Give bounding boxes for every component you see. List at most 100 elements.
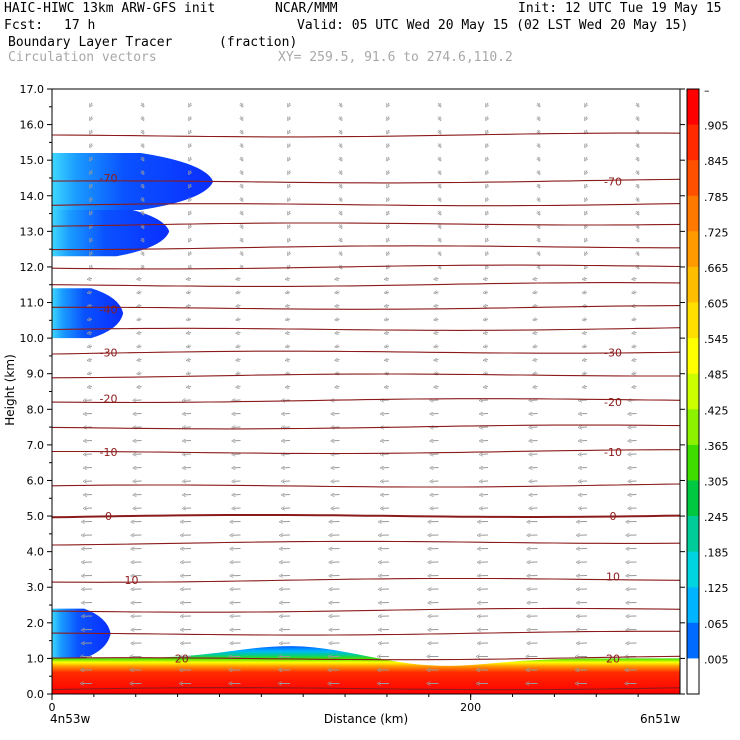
circulation-vector (439, 183, 441, 187)
circulation-vector (538, 129, 540, 133)
colorbar-swatch (687, 587, 699, 624)
circulation-vector (289, 170, 291, 174)
y-tick-label: 3.0 (27, 581, 45, 594)
circulation-vector (436, 279, 439, 280)
circulation-vector (241, 237, 243, 241)
circulation-vector (538, 251, 540, 255)
colorbar-swatch (687, 266, 699, 304)
x-tick-label: 0 (49, 701, 56, 714)
circulation-vector (388, 116, 390, 120)
temperature-contour-line (51, 282, 681, 287)
circulation-vector (436, 292, 439, 293)
circulation-vector (337, 346, 340, 347)
circulation-vector (538, 143, 540, 147)
circulation-vector (89, 319, 93, 320)
temperature-contour-line (52, 245, 680, 251)
circulation-vector (241, 251, 243, 255)
forecast-label: Fcst: (4, 18, 44, 33)
circulation-vector (586, 183, 588, 187)
organization: NCAR/MMM (275, 1, 338, 16)
temperature-contour-line (51, 577, 681, 583)
temperature-contour-line (51, 132, 681, 138)
y-tick-label: 7.0 (27, 439, 45, 452)
circulation-vector (388, 197, 390, 201)
circulation-vector (634, 346, 637, 347)
contour-label: 20 (606, 652, 620, 665)
forecast-hour: 17 h (64, 18, 96, 33)
circulation-vector (487, 102, 489, 106)
circulation-vector (436, 306, 439, 307)
circulation-vector (439, 116, 441, 120)
circulation-vector (388, 210, 390, 214)
colorbar-label: .725 (704, 226, 729, 239)
circulation-vector (340, 102, 342, 106)
circulation-vector (142, 183, 144, 187)
circulation-vector (337, 387, 340, 388)
circulation-vector (188, 387, 192, 388)
contour-label: -10 (100, 446, 118, 459)
circulation-vector (91, 237, 93, 241)
circulation-vector (139, 346, 142, 347)
circulation-vector (190, 237, 192, 241)
colorbar-label: .545 (704, 333, 729, 346)
circulation-vector (634, 319, 637, 320)
circulation-vector (289, 237, 291, 241)
circulation-vector (139, 292, 142, 293)
circulation-vector (340, 210, 342, 214)
contour-label: 0 (610, 510, 617, 523)
circulation-vector (289, 251, 291, 255)
y-tick-label: 0.0 (27, 688, 45, 701)
y-tick-label: 5.0 (27, 510, 45, 523)
circulation-vector (289, 116, 291, 120)
colorbar-label: .365 (704, 440, 729, 453)
circulation-vector (485, 360, 489, 361)
colorbar-swatch (687, 444, 699, 481)
circulation-vector (287, 373, 291, 374)
colorbar-swatch (687, 658, 699, 695)
circulation-vector (241, 129, 243, 133)
circulation-vector (386, 387, 390, 388)
circulation-vector (91, 210, 93, 214)
x-left-endpoint: 4n53w (50, 712, 91, 726)
circulation-vector (238, 333, 241, 334)
circulation-vector (340, 170, 342, 174)
colorbar-label: .605 (704, 298, 729, 311)
circulation-vector (538, 210, 540, 214)
colorbar-swatch (687, 516, 699, 553)
colorbar-swatch (687, 124, 699, 161)
circulation-vector (584, 319, 588, 320)
circulation-vector (535, 333, 538, 334)
circulation-vector (634, 373, 637, 374)
circulation-vector (535, 360, 538, 361)
circulation-vector (586, 102, 588, 106)
colorbar-swatch (687, 622, 699, 659)
circulation-vector (586, 156, 588, 160)
circulation-vector (289, 210, 291, 214)
colorbar-swatch (687, 338, 699, 375)
circulation-vector (287, 333, 291, 334)
circulation-vector (91, 170, 93, 174)
colorbar-label: .125 (704, 582, 729, 595)
colorbar-border (686, 88, 700, 695)
circulation-vector (386, 360, 390, 361)
circulation-vector (586, 143, 588, 147)
circulation-vector (535, 373, 538, 374)
circulation-vector (637, 210, 639, 214)
circulation-vector (436, 333, 439, 334)
circulation-vector (386, 319, 390, 320)
circulation-vector (190, 129, 192, 133)
circulation-vector (485, 373, 489, 374)
circulation-vector (190, 210, 192, 214)
temperature-contour-line (52, 305, 681, 310)
circulation-vector (487, 129, 489, 133)
field-name: Boundary Layer Tracer (8, 35, 173, 50)
colorbar-label: .305 (704, 475, 729, 488)
circulation-vector (388, 237, 390, 241)
colorbar-label: .845 (704, 155, 729, 168)
circulation-vector (337, 279, 340, 280)
circulation-vector (340, 224, 342, 228)
x-axis-label: Distance (km) (324, 712, 408, 726)
circulation-vector (89, 333, 93, 334)
colorbar-label: .245 (704, 511, 729, 524)
tracer-region-plume-2 (52, 153, 214, 210)
